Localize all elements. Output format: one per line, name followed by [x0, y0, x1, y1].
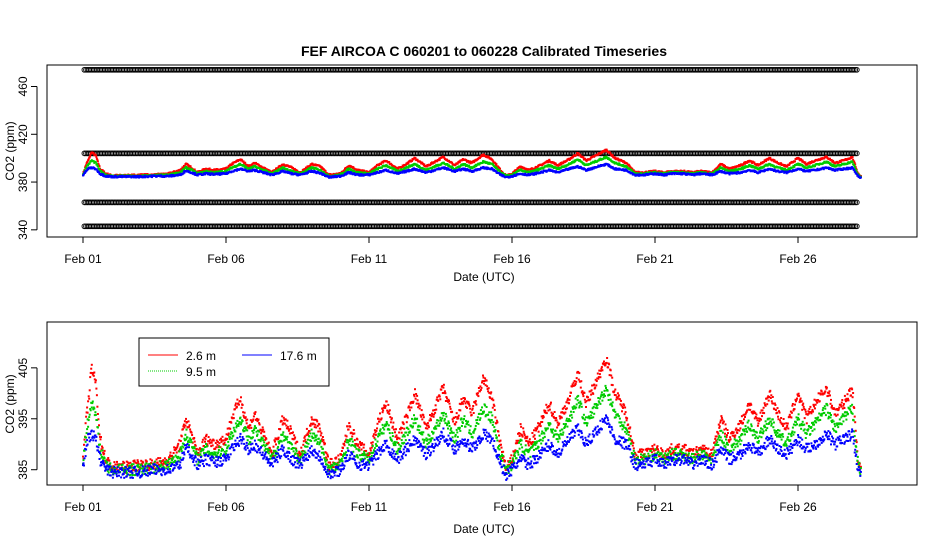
- calibration-point: [853, 199, 860, 206]
- top-point-2.6m: [94, 154, 97, 157]
- top-point-2.6m: [87, 158, 90, 161]
- top-point-2.6m: [92, 152, 95, 155]
- top-point-2.6m: [103, 170, 106, 173]
- top-panel: Feb 01 Feb 06 Feb 11 Feb 16 Feb 21 Feb 26 340…: [3, 64, 918, 284]
- calibration-point: [853, 66, 860, 73]
- top-point-2.6m: [98, 165, 101, 168]
- calibration-point: [850, 223, 857, 230]
- top-ambient-points: [82, 148, 862, 179]
- top-point-2.6m: [85, 162, 88, 165]
- top-point-2.6m: [89, 154, 92, 157]
- top-point-9.5m: [851, 161, 854, 164]
- top-point-2.6m: [438, 158, 441, 161]
- top-point-2.6m: [96, 160, 99, 163]
- top-point-2.6m: [804, 161, 807, 164]
- calibration-point: [852, 66, 859, 73]
- top-point-9.5m: [96, 165, 99, 168]
- calibration-point: [850, 66, 857, 73]
- calibration-point: [852, 223, 859, 230]
- top-point-9.5m: [94, 161, 97, 164]
- calibration-point: [850, 150, 857, 157]
- top-point-2.6m: [244, 161, 247, 164]
- top-point-2.6m: [106, 172, 109, 175]
- top-point-9.5m: [88, 162, 91, 165]
- calibration-point: [852, 150, 859, 157]
- top-point-2.6m: [794, 160, 796, 163]
- top-calibration-points: [81, 66, 860, 230]
- top-point-2.6m: [189, 165, 192, 168]
- top-point-2.6m: [95, 156, 98, 159]
- calibration-point: [853, 150, 860, 157]
- top-point-2.6m: [97, 162, 100, 165]
- top-point-2.6m: [101, 169, 104, 172]
- top-point-2.6m: [86, 160, 89, 163]
- calibration-point: [850, 199, 857, 206]
- calibration-point: [853, 223, 860, 230]
- top-point-2.6m: [611, 154, 614, 157]
- top-point-2.6m: [851, 156, 854, 159]
- top-point-9.5m: [98, 168, 101, 171]
- top-point-2.6m: [407, 162, 410, 165]
- top-point-2.6m: [89, 153, 92, 155]
- top-point-2.6m: [96, 158, 99, 161]
- top-point-2.6m: [495, 163, 498, 166]
- calibration-point: [852, 199, 859, 206]
- top-point-2.6m: [765, 160, 768, 163]
- chart-title: FEF AIRCOA C 060201 to 060228 Calibrated…: [301, 43, 667, 59]
- top-point-9.5m: [377, 168, 379, 171]
- top-point-2.6m: [88, 156, 91, 159]
